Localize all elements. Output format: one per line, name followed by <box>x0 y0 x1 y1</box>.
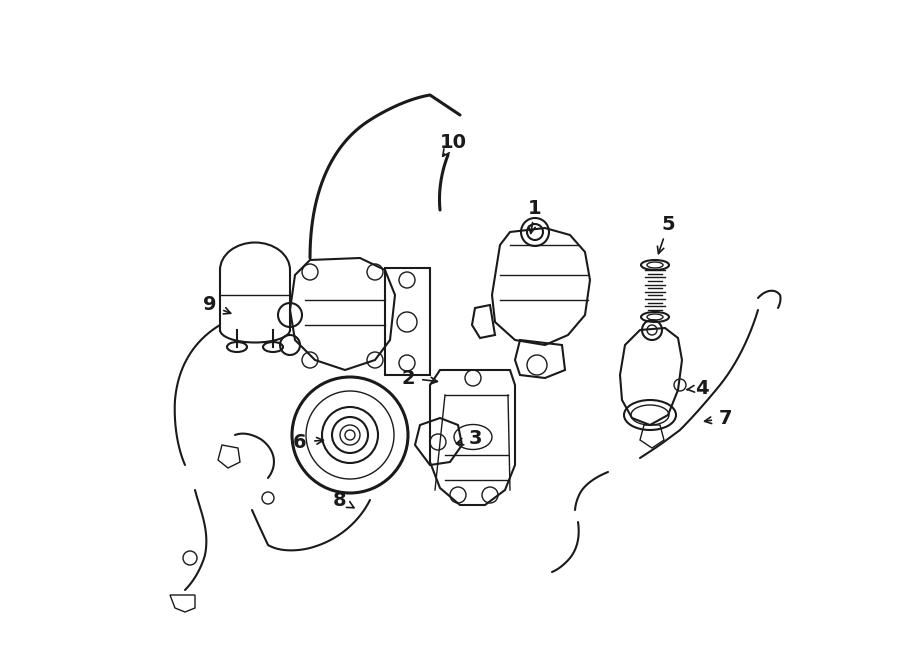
Text: 6: 6 <box>293 432 307 451</box>
Text: 7: 7 <box>719 408 733 428</box>
Text: 8: 8 <box>333 490 346 510</box>
Text: 2: 2 <box>401 368 415 387</box>
Text: 4: 4 <box>695 379 709 397</box>
Text: 1: 1 <box>528 198 542 217</box>
Text: 3: 3 <box>468 428 482 447</box>
Text: 5: 5 <box>662 215 675 235</box>
Text: 9: 9 <box>203 295 217 315</box>
Text: 10: 10 <box>439 132 466 151</box>
